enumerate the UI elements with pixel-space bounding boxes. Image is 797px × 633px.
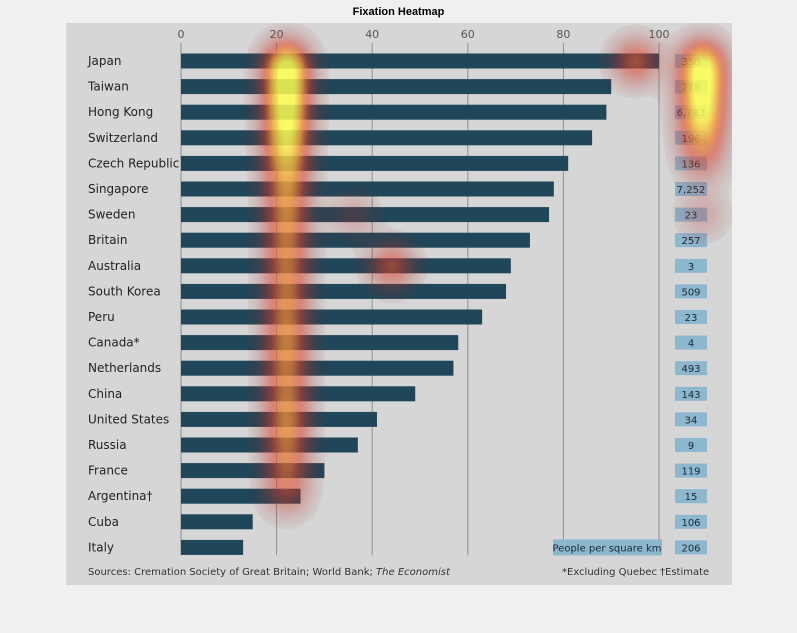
category-label: Sweden (88, 208, 135, 222)
category-label: Netherlands (88, 361, 161, 375)
sources-prefix: Sources: Cremation Society of Great Brit… (88, 567, 376, 578)
category-label: Italy (88, 540, 114, 554)
density-value: 3 (688, 262, 694, 273)
x-tick-label: 20 (270, 28, 284, 41)
sources-note: Sources: Cremation Society of Great Brit… (88, 567, 451, 578)
bar-chart: 0 20 40 60 80 100 Japan Taiwan Hong Kong Switzerl… (87, 28, 709, 578)
density-value: 4 (688, 339, 694, 350)
x-tick-label: 80 (556, 28, 570, 41)
bar (181, 463, 325, 479)
density-value: 7,252 (677, 185, 706, 196)
bar (181, 386, 416, 402)
density-value: 143 (681, 390, 700, 401)
density-value: 9 (688, 441, 694, 452)
category-label: Russia (88, 438, 127, 452)
density-value: 119 (681, 467, 700, 478)
bar (181, 283, 507, 299)
category-label: South Korea (88, 284, 161, 298)
category-label: Czech Republic (88, 156, 179, 170)
bar (181, 232, 530, 248)
category-label: Britain (88, 233, 128, 247)
category-label: Cuba (88, 515, 119, 529)
bar (181, 155, 569, 171)
density-value: 350 (681, 57, 700, 68)
bar (181, 335, 459, 351)
density-value: 15 (685, 492, 698, 503)
category-label: Peru (88, 310, 115, 324)
density-value: 196 (681, 134, 700, 145)
category-label: United States (88, 412, 169, 426)
bar (181, 488, 301, 504)
density-value: 136 (681, 159, 700, 170)
density-value: 6,783 (677, 108, 706, 119)
bar (181, 360, 454, 376)
sources-italic: The Economist (376, 567, 451, 578)
category-label: Taiwan (87, 80, 129, 94)
density-value: 106 (681, 518, 700, 529)
category-label: Australia (88, 259, 141, 273)
bar (181, 411, 377, 427)
density-value: 493 (681, 364, 700, 375)
bar (181, 104, 607, 120)
footnote-canada: *Excluding Quebec (562, 567, 657, 578)
density-value: 23 (685, 313, 698, 324)
x-tick-label: 0 (178, 28, 185, 41)
bar (181, 79, 612, 95)
x-tick-label: 40 (365, 28, 379, 41)
bar (181, 539, 244, 555)
density-value: 718 (681, 83, 700, 94)
bar (181, 53, 659, 69)
footnote-estimate: †Estimate (660, 567, 709, 578)
category-label: Singapore (88, 182, 149, 196)
density-value: 509 (681, 287, 700, 298)
figure-title: Fixation Heatmap (352, 6, 445, 18)
category-label: France (88, 464, 128, 478)
category-label: Argentina† (88, 489, 153, 503)
category-label: China (88, 387, 122, 401)
category-label: Japan (87, 54, 121, 68)
bar (181, 437, 358, 453)
bar (181, 309, 483, 325)
density-value: 23 (685, 211, 698, 222)
density-legend-label: People per square km (553, 543, 662, 554)
density-value: 206 (681, 543, 700, 554)
bar (181, 207, 550, 223)
chart-panel: 0 20 40 60 80 100 Japan Taiwan Hong Kong Switzerl… (66, 23, 732, 585)
bar (181, 181, 554, 197)
bar (181, 130, 593, 146)
bar (181, 258, 511, 274)
density-value: 257 (681, 236, 700, 247)
density-value: 34 (685, 415, 698, 426)
category-label: Switzerland (88, 131, 158, 145)
x-tick-label: 100 (649, 28, 670, 41)
category-label: Canada* (88, 336, 140, 350)
category-label: Hong Kong (88, 105, 153, 119)
x-tick-label: 60 (461, 28, 475, 41)
bar (181, 514, 253, 530)
